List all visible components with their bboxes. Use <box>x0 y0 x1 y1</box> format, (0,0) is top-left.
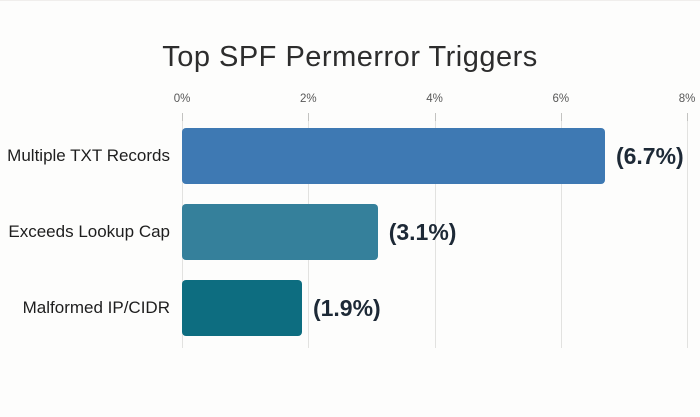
bar-row: (1.9%) <box>182 280 687 336</box>
axis-tick <box>560 113 562 121</box>
axis-tick <box>434 113 436 121</box>
category-label: Malformed IP/CIDR <box>22 298 170 317</box>
gridline <box>560 113 562 348</box>
x-axis-tick-label: 8% <box>678 93 696 105</box>
bar-row: (3.1%) <box>182 204 687 260</box>
bar-row: (6.7%) <box>182 128 687 184</box>
bar <box>182 204 378 260</box>
category-label: Multiple TXT Records <box>7 146 170 165</box>
gridline <box>434 113 436 348</box>
plot-area: 0% 2% 4% 6% 8% (6.7%) (3.1%) (1.9%) <box>174 93 695 348</box>
gridline <box>687 113 688 348</box>
axis-tick <box>687 113 688 121</box>
value-label: (3.1%) <box>388 219 457 245</box>
value-label: (1.9%) <box>312 295 381 321</box>
axis-tick <box>182 113 183 121</box>
chart-title: Top SPF Permerror Triggers <box>162 41 538 73</box>
category-label: Exceeds Lookup Cap <box>8 222 170 241</box>
x-axis-tick-label: 4% <box>426 93 443 105</box>
x-axis-tick-label: 2% <box>299 93 317 105</box>
x-axis-tick-label: 0% <box>173 93 191 105</box>
x-axis-tick-label: 6% <box>552 93 570 105</box>
value-label: (6.7%) <box>615 143 684 169</box>
bar <box>182 128 605 184</box>
axis-tick <box>308 113 310 121</box>
bar <box>182 280 302 336</box>
